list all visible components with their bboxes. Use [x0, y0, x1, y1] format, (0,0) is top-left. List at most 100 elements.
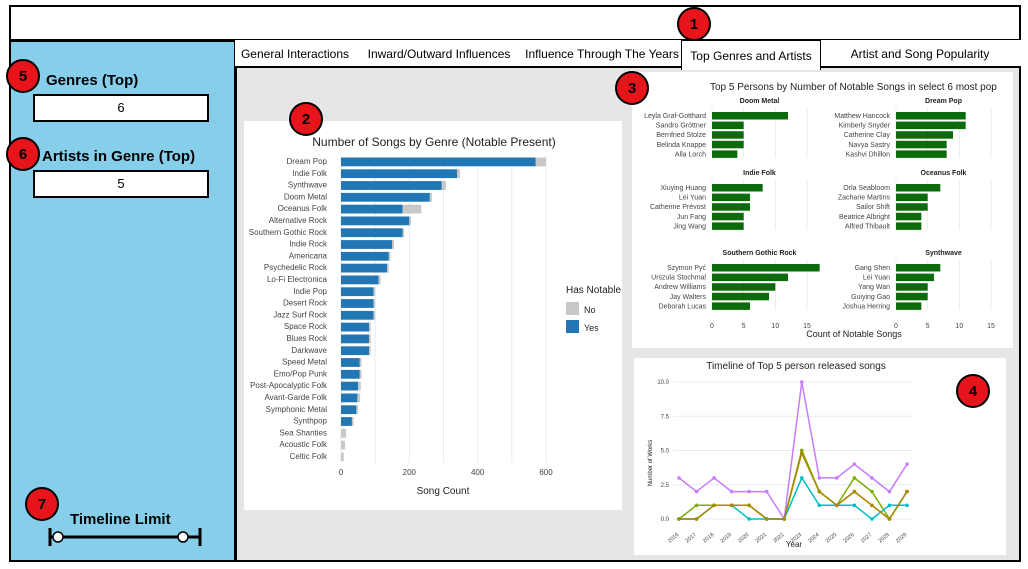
legend-swatch-no	[566, 302, 579, 315]
person-bar	[712, 302, 750, 310]
series-point	[677, 517, 681, 521]
category-label: Space Rock	[284, 322, 328, 331]
timeline-chart-xlabel: Year	[786, 540, 803, 549]
series-point	[747, 517, 751, 521]
person-label: Lei Yuan	[679, 195, 706, 202]
series-point	[905, 489, 909, 494]
tab-influence-through-years[interactable]: Influence Through The Years	[525, 47, 679, 61]
x-tick-label: 400	[471, 468, 485, 477]
bar-no	[356, 405, 359, 415]
x-tick-label: 2018	[702, 532, 715, 544]
badge-1: 1	[677, 7, 711, 41]
person-label: Jing Wang	[673, 223, 706, 230]
legend-label-yes: Yes	[584, 323, 599, 333]
series-point	[852, 489, 857, 494]
person-bar	[896, 264, 941, 272]
genre-chart-panel: Number of Songs by Genre (Notable Presen…	[244, 121, 622, 510]
category-label: Celtic Folk	[290, 452, 328, 461]
slider-handle-max[interactable]	[177, 531, 189, 543]
person-label: Deborah Lucas	[659, 303, 707, 310]
bar-yes	[341, 192, 430, 202]
series-point	[887, 517, 892, 521]
person-label: Jay Walters	[670, 294, 707, 301]
x-tick-label: 2020	[737, 532, 750, 544]
tab-artist-song-popularity[interactable]: Artist and Song Popularity	[850, 47, 990, 61]
person-label: Yang Wan	[858, 284, 890, 291]
bar-yes	[341, 417, 352, 426]
person-label: Belinda Knappe	[657, 142, 707, 149]
person-bar	[712, 212, 744, 221]
category-label: Desert Rock	[283, 299, 328, 308]
series-point	[747, 489, 751, 494]
series-point	[712, 503, 716, 508]
bar-yes	[341, 334, 370, 344]
person-label: Kimberly Snyder	[839, 123, 891, 130]
facet-title: Doom Metal	[740, 98, 780, 105]
tab-general-interactions[interactable]: General Interactions	[240, 47, 350, 61]
category-label: Symphonic Metal	[266, 405, 328, 414]
bar-no	[351, 417, 354, 426]
artists-input[interactable]: 5	[33, 170, 209, 198]
x-tick-label: 2019	[720, 532, 733, 544]
series-point	[870, 517, 874, 521]
person-label: Gang Shen	[855, 265, 891, 272]
bar-no	[341, 440, 346, 450]
bar-no	[369, 322, 371, 332]
person-label: Alfred Thibault	[845, 223, 890, 230]
bar-no	[402, 204, 422, 214]
top-persons-chart-title: Top 5 Persons by Number of Notable Songs…	[710, 82, 997, 93]
series-point	[905, 503, 909, 508]
tab-inward-outward-influences[interactable]: Inward/Outward Influences	[367, 47, 511, 61]
x-tick-label: 600	[539, 468, 553, 477]
person-bar	[712, 222, 744, 230]
bar-no	[535, 157, 546, 167]
y-tick-label: 0.0	[661, 517, 670, 523]
series-point	[729, 489, 734, 494]
bar-no	[429, 192, 432, 202]
genres-label: Genres (Top)	[46, 72, 139, 89]
person-label: Navya Sastry	[848, 142, 890, 149]
bar-no	[378, 275, 381, 285]
person-label: Beatrice Albright	[839, 214, 890, 221]
person-bar	[896, 140, 947, 149]
timeline-slider[interactable]	[44, 526, 208, 548]
badge-2: 2	[289, 102, 323, 136]
genres-input[interactable]: 6	[33, 94, 209, 122]
person-bar	[712, 140, 744, 149]
top-persons-faceted-chart: Top 5 Persons by Number of Notable Songs…	[644, 82, 997, 339]
series-point	[694, 503, 699, 508]
genre-chart-title: Number of Songs by Genre (Notable Presen…	[312, 135, 555, 149]
bar-yes	[341, 240, 393, 249]
badge-4: 4	[956, 374, 990, 408]
facet-title: Indie Folk	[743, 170, 776, 177]
category-label: Psychedelic Rock	[264, 263, 328, 272]
person-bar	[896, 112, 966, 120]
series-point	[764, 489, 769, 494]
series-point	[694, 489, 699, 494]
series-point	[764, 517, 769, 521]
series-point	[852, 476, 857, 480]
person-bar	[896, 203, 928, 211]
person-bar	[896, 121, 966, 130]
bar-no	[357, 393, 361, 403]
category-label: Alternative Rock	[269, 216, 328, 225]
category-label: Emo/Pop Punk	[274, 369, 328, 378]
category-label: Blues Rock	[287, 334, 328, 343]
bar-no	[387, 263, 389, 273]
tab-top-genres-artists[interactable]: Top Genres and Artists	[681, 40, 821, 70]
x-tick-label: 2027	[860, 532, 873, 544]
slider-handle-min[interactable]	[52, 531, 64, 543]
bar-yes	[341, 228, 403, 238]
person-bar	[896, 292, 928, 301]
x-tick-label: 2021	[755, 532, 768, 544]
category-label: Oceanus Folk	[278, 204, 328, 213]
bar-yes	[341, 204, 403, 214]
person-label: Matthew Hancock	[834, 113, 890, 120]
category-label: Doom Metal	[284, 192, 327, 201]
person-bar	[896, 302, 922, 310]
person-label: Urszula Stochmal	[651, 275, 706, 282]
bar-yes	[341, 157, 536, 167]
x-tick-label: 5	[926, 323, 930, 330]
category-label: Synthpop	[293, 417, 327, 426]
person-label: Orla Seabloom	[843, 185, 890, 192]
